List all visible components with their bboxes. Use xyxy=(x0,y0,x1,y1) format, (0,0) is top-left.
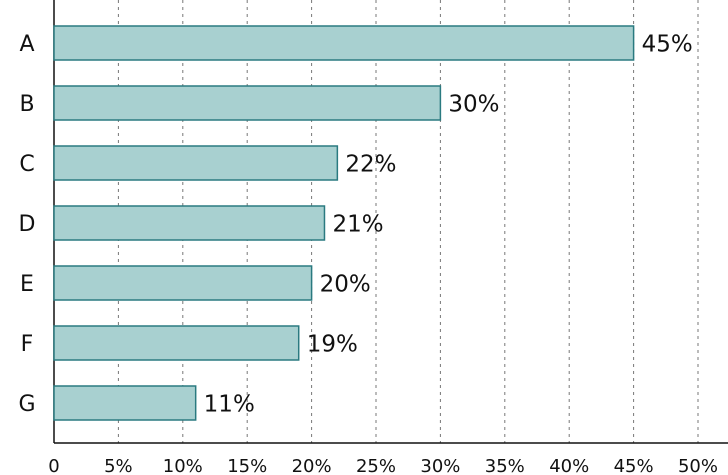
y-tick-label: D xyxy=(19,212,36,237)
bar xyxy=(53,385,197,421)
x-tick-label: 0 xyxy=(48,456,59,475)
bar xyxy=(53,205,326,241)
value-label: 45% xyxy=(642,32,693,58)
bar xyxy=(53,145,339,181)
y-tick-label: E xyxy=(20,272,34,297)
y-tick-label: G xyxy=(18,392,35,417)
value-label: 21% xyxy=(332,212,383,238)
bar xyxy=(53,25,635,61)
y-tick-label: F xyxy=(21,332,34,357)
bar xyxy=(53,85,442,121)
bar xyxy=(53,265,313,301)
x-tick-label: 50% xyxy=(678,456,718,475)
bar xyxy=(53,325,300,361)
y-tick-label: C xyxy=(19,152,34,177)
x-tick-label: 5% xyxy=(104,456,133,475)
x-tick-label: 25% xyxy=(356,456,396,475)
y-tick-label: A xyxy=(19,32,34,57)
x-tick-label: 40% xyxy=(549,456,589,475)
x-tick-label: 10% xyxy=(163,456,203,475)
y-tick-label: B xyxy=(19,92,34,117)
x-tick-label: 35% xyxy=(485,456,525,475)
x-tick-label: 20% xyxy=(292,456,332,475)
value-label: 19% xyxy=(307,332,358,358)
value-label: 30% xyxy=(448,92,499,118)
x-tick-label: 30% xyxy=(420,456,460,475)
value-label: 20% xyxy=(320,272,371,298)
value-label: 22% xyxy=(345,152,396,178)
x-tick-label: 15% xyxy=(227,456,267,475)
value-label: 11% xyxy=(204,392,255,418)
x-tick-label: 45% xyxy=(614,456,654,475)
